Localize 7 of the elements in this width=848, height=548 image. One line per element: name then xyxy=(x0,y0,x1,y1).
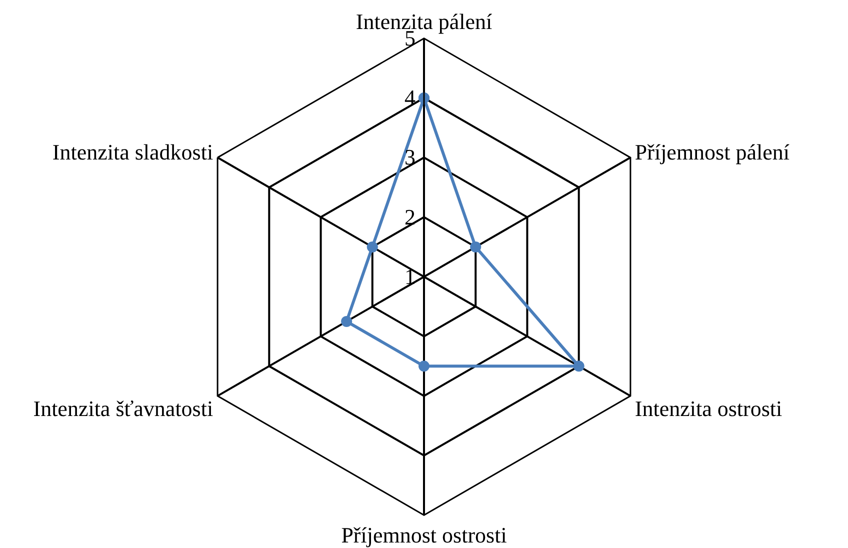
spoke-label: Intenzita ostrosti xyxy=(634,396,782,422)
spoke-label: Intenzita sladkosti xyxy=(52,139,214,164)
spoke-label: Příjemnost ostrosti xyxy=(341,522,507,548)
spoke-label: Příjemnost pálení xyxy=(634,139,790,164)
y-tick-label: 3 xyxy=(404,144,416,170)
y-tick-label: 4 xyxy=(404,85,416,110)
spoke-label: Intenzita šťavnatosti xyxy=(33,396,214,422)
